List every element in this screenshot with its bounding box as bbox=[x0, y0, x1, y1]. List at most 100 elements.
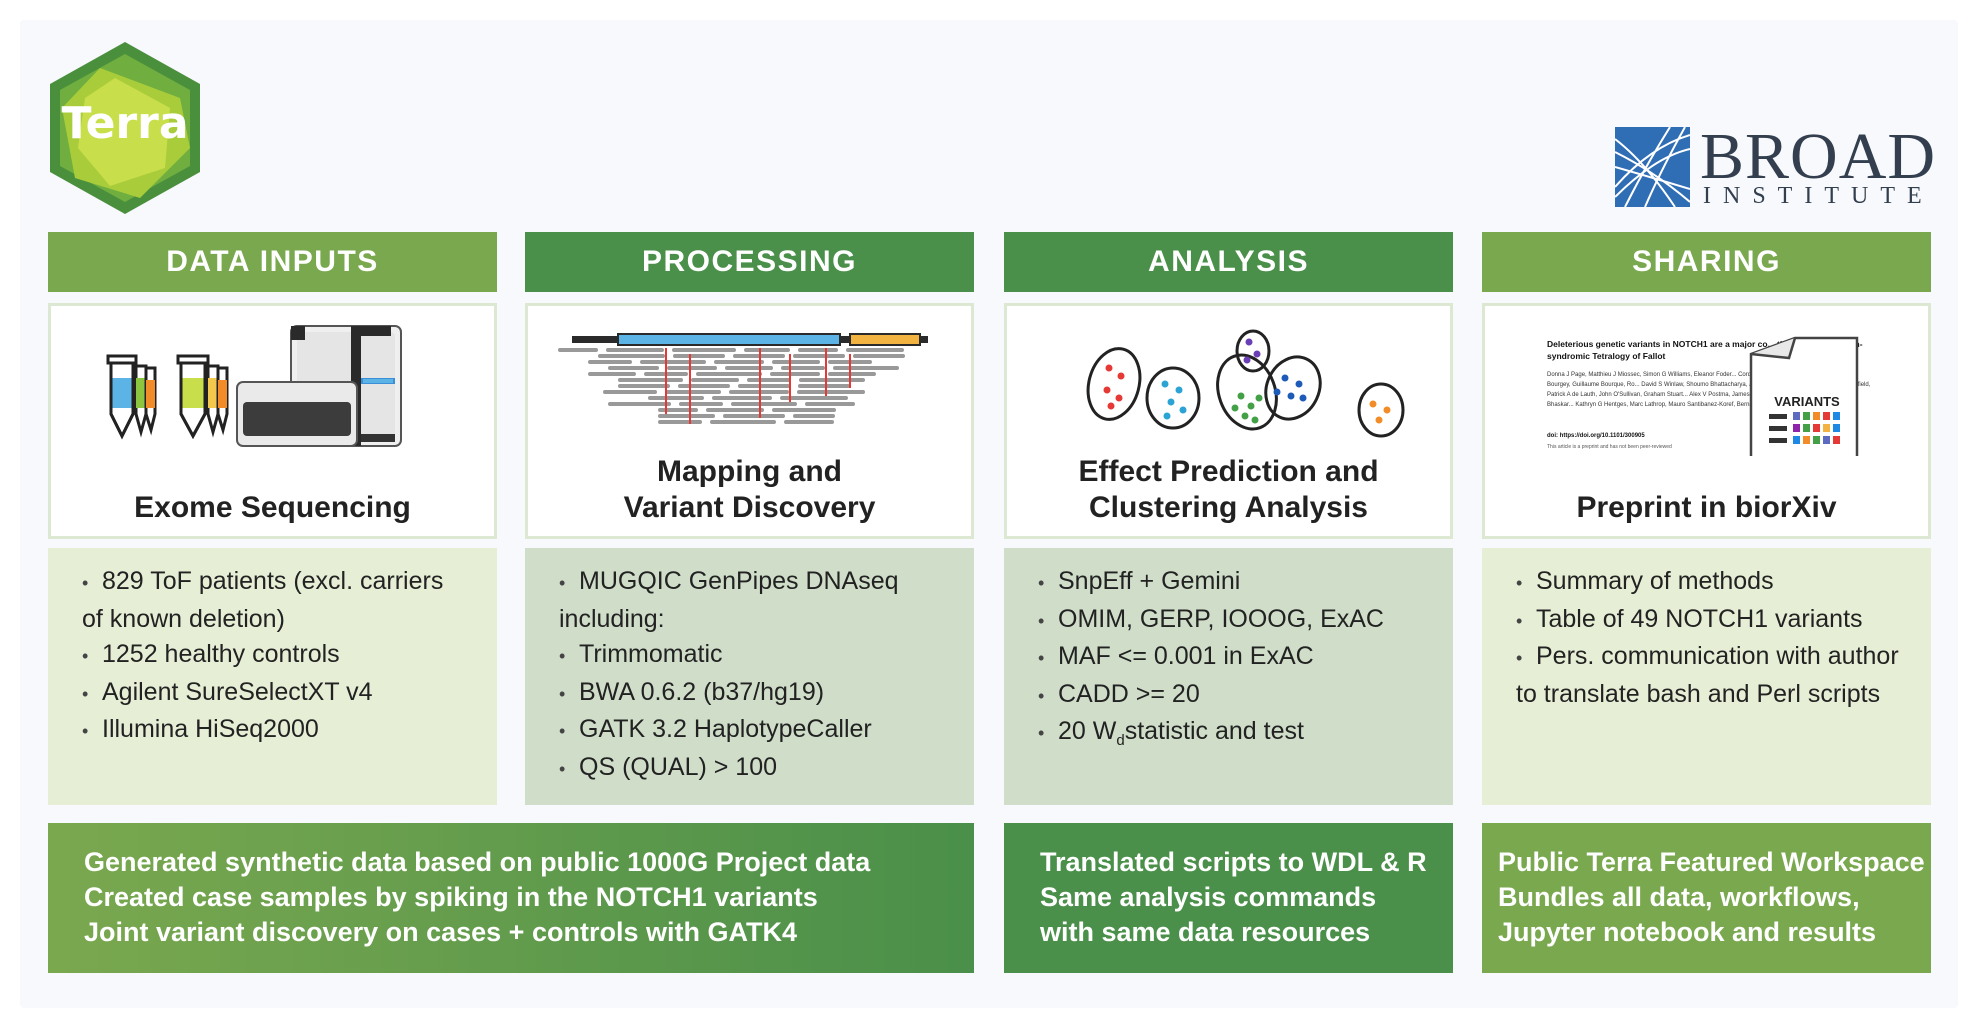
read-segment bbox=[691, 378, 739, 382]
footer-line: with same data resources bbox=[1040, 917, 1371, 947]
read-segment bbox=[725, 366, 773, 370]
list-processing: • MUGQIC GenPipes DNAseq including: • Trim… bbox=[525, 548, 974, 805]
illustration-clustering: Effect Prediction and Clustering Analysi… bbox=[1004, 303, 1453, 539]
read-segment bbox=[772, 360, 820, 364]
caption-line: Variant Discovery bbox=[623, 491, 876, 524]
read-segment bbox=[608, 402, 671, 406]
preprint-authors: Donna J Page, Matthieu J Miossec, Simon … bbox=[1547, 372, 1871, 408]
footer-terra-sharing: Public Terra Featured Workspace Bundles … bbox=[1482, 823, 1931, 973]
caption-line: Clustering Analysis bbox=[1089, 491, 1368, 524]
read-segment bbox=[772, 408, 836, 412]
read-segment bbox=[648, 396, 704, 400]
read-segment bbox=[678, 384, 730, 388]
list-item: • Illumina HiSeq2000 bbox=[82, 715, 319, 743]
sequencer-machine-icon bbox=[236, 325, 402, 447]
caption-line: Exome Sequencing bbox=[134, 491, 411, 524]
illustration-caption: Effect Prediction and Clustering Analysi… bbox=[1007, 454, 1450, 526]
read-segment bbox=[714, 360, 764, 364]
preprint-note: This article is a preprint and has not b… bbox=[1547, 444, 1672, 450]
read-segment bbox=[696, 372, 762, 376]
variants-label: VARIANTS bbox=[1774, 394, 1840, 409]
read-segment bbox=[588, 360, 632, 364]
footer-line: Same analysis commands bbox=[1040, 882, 1377, 912]
read-segment bbox=[667, 366, 717, 370]
read-segment bbox=[658, 408, 698, 412]
footer-terra-inputs-processing: Generated synthetic data based on public… bbox=[48, 823, 974, 973]
read-segment bbox=[606, 348, 664, 352]
footer-line: Jupyter notebook and results bbox=[1498, 917, 1877, 947]
clusters-illustration bbox=[1007, 306, 1450, 456]
read-segment bbox=[846, 348, 904, 352]
list-item: • GATK 3.2 HaplotypeCaller bbox=[559, 715, 872, 743]
illustration-caption: Mapping and Variant Discovery bbox=[528, 454, 971, 526]
caption-line: Mapping and bbox=[657, 455, 842, 488]
read-segment bbox=[673, 354, 725, 358]
read-segment bbox=[744, 348, 790, 352]
read-segment bbox=[833, 366, 899, 370]
variants-document-icon bbox=[1749, 336, 1859, 456]
read-segment bbox=[798, 348, 838, 352]
preprint-illustration: Deleterious genetic variants in NOTCH1 a… bbox=[1485, 306, 1928, 456]
read-segment bbox=[618, 384, 670, 388]
read-segment bbox=[608, 366, 659, 370]
broad-institute-logo: BROAD INSTITUTE bbox=[1615, 120, 1935, 210]
read-segment bbox=[747, 378, 791, 382]
list-item: • Agilent SureSelectXT v4 bbox=[82, 677, 373, 706]
list-item: • Table of 49 NOTCH1 variants bbox=[1516, 604, 1863, 633]
footer-terra-analysis: Translated scripts to WDL & R Same analy… bbox=[1004, 823, 1453, 973]
list-item: • SnpEff + Gemini bbox=[1038, 567, 1241, 595]
read-segment bbox=[805, 402, 855, 406]
list-item: • QS (QUAL) > 100 bbox=[559, 752, 777, 781]
footer-line: Joint variant discovery on cases + contr… bbox=[84, 917, 797, 947]
illustration-preprint: Deleterious genetic variants in NOTCH1 a… bbox=[1482, 303, 1931, 539]
list-item: • Summary of methods bbox=[1516, 567, 1774, 595]
preprint-doi: doi: https://doi.org/10.1101/300905 bbox=[1547, 433, 1645, 439]
read-segment bbox=[731, 402, 797, 406]
terra-hexagon-icon bbox=[50, 42, 200, 214]
variant-markers bbox=[665, 348, 851, 424]
footer-line: Bundles all data, workflows, bbox=[1498, 882, 1860, 912]
read-segment bbox=[679, 402, 723, 406]
test-tubes-icon bbox=[106, 354, 157, 440]
caption-line: Effect Prediction and bbox=[1078, 455, 1379, 488]
broad-sub-text: INSTITUTE bbox=[1703, 183, 1934, 209]
list-data-inputs: • 829 ToF patients (excl. carriers of kno… bbox=[48, 548, 497, 805]
illustration-exome-sequencing: Exome Sequencing bbox=[48, 303, 497, 539]
list-item: • CADD >= 20 bbox=[1038, 679, 1200, 708]
read-segment bbox=[828, 372, 876, 376]
read-segment bbox=[558, 348, 598, 352]
read-segment bbox=[658, 414, 715, 418]
terra-logo: Terra bbox=[40, 38, 210, 218]
read-segment bbox=[793, 414, 835, 418]
list-item: • 20 Wdstatistic and test bbox=[1038, 717, 1304, 749]
read-segment bbox=[781, 366, 825, 370]
preprint-title: Deleterious genetic variants in NOTCH1 a… bbox=[1547, 339, 1863, 361]
list-analysis: • SnpEff + Gemini • OMIM, GERP, IOOOG, ExA… bbox=[1004, 548, 1453, 805]
read-segment bbox=[770, 372, 820, 376]
read-segment bbox=[665, 390, 721, 394]
read-segment bbox=[598, 354, 665, 358]
header-analysis: ANALYSIS bbox=[1004, 232, 1453, 292]
read-segment bbox=[710, 420, 776, 424]
header-data-inputs: DATA INPUTS bbox=[48, 232, 497, 292]
read-segment bbox=[798, 384, 850, 388]
caption-line: Preprint in biorXiv bbox=[1576, 491, 1837, 524]
header-processing: PROCESSING bbox=[525, 232, 974, 292]
footer-line: Public Terra Featured Workspace bbox=[1498, 847, 1925, 877]
read-segment bbox=[672, 348, 736, 352]
list-item: • MAF <= 0.001 in ExAC bbox=[1038, 642, 1314, 670]
list-item: • Trimmomatic bbox=[559, 640, 723, 668]
read-segment bbox=[712, 396, 772, 400]
illustration-caption: Exome Sequencing bbox=[51, 490, 494, 526]
read-segment bbox=[723, 414, 785, 418]
list-item: • 829 ToF patients (excl. carriers of kno… bbox=[82, 567, 444, 633]
read-segment bbox=[640, 360, 706, 364]
list-sharing: • Summary of methods • Table of 49 NOTCH1 … bbox=[1482, 548, 1931, 805]
read-segment bbox=[853, 354, 905, 358]
header-sharing: SHARING bbox=[1482, 232, 1931, 292]
read-segment bbox=[658, 420, 702, 424]
list-item: • OMIM, GERP, IOOOG, ExAC bbox=[1038, 604, 1384, 633]
read-segment bbox=[588, 372, 636, 376]
illustration-caption: Preprint in biorXiv bbox=[1485, 490, 1928, 526]
